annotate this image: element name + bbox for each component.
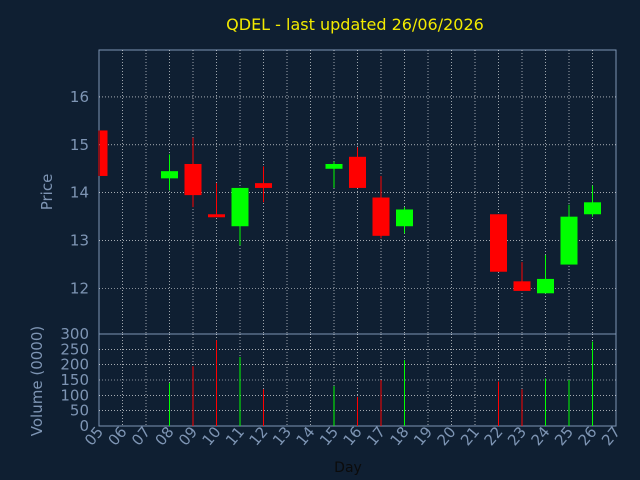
grid-layer xyxy=(99,50,616,426)
candle-body xyxy=(208,214,225,218)
volume-tick-label: 50 xyxy=(70,402,89,420)
candle-body xyxy=(231,187,249,227)
candle-body xyxy=(372,197,390,236)
volume-tick-label: 250 xyxy=(60,340,89,358)
candle-body xyxy=(325,163,343,169)
tick-labels: 0506070809101112131415161718192021222324… xyxy=(60,88,624,449)
x-tick-label: 11 xyxy=(222,423,248,449)
x-tick-label: 07 xyxy=(128,423,154,449)
candle-body xyxy=(184,163,202,196)
x-tick-label: 14 xyxy=(293,423,319,449)
candle-body xyxy=(584,202,601,215)
candle-body xyxy=(396,209,413,227)
x-tick-label: 09 xyxy=(175,423,201,449)
price-tick-label: 16 xyxy=(70,88,89,106)
price-tick-label: 15 xyxy=(70,136,89,154)
x-tick-label: 25 xyxy=(551,423,577,449)
price-tick-label: 12 xyxy=(70,280,89,298)
candle-body xyxy=(490,214,507,272)
x-tick-label: 13 xyxy=(269,423,295,449)
x-tick-label: 26 xyxy=(575,423,601,449)
volume-tick-label: 150 xyxy=(60,371,89,389)
candle-body xyxy=(100,130,108,176)
candle-body xyxy=(513,281,531,291)
candle-body xyxy=(255,183,272,188)
x-tick-label: 18 xyxy=(387,423,413,449)
candles xyxy=(98,130,601,294)
volume-bars xyxy=(169,340,593,426)
volume-tick-label: 0 xyxy=(79,417,89,435)
x-tick-label: 15 xyxy=(316,423,342,449)
price-tick-label: 14 xyxy=(70,184,89,202)
volume-tick-label: 300 xyxy=(60,325,89,343)
x-axis-label: Day xyxy=(334,460,362,476)
volume-tick-label: 200 xyxy=(60,356,89,374)
x-tick-label: 17 xyxy=(363,423,389,449)
x-tick-label: 27 xyxy=(598,423,624,449)
x-tick-label: 06 xyxy=(105,423,131,449)
chart-title: QDEL - last updated 26/06/2026 xyxy=(226,15,484,34)
candle-body xyxy=(560,216,578,265)
x-tick-label: 23 xyxy=(504,423,530,449)
x-tick-label: 19 xyxy=(410,423,436,449)
x-tick-label: 24 xyxy=(528,423,554,449)
candle-body xyxy=(161,171,178,179)
x-tick-label: 08 xyxy=(152,423,178,449)
x-tick-label: 21 xyxy=(457,423,483,449)
x-tick-label: 10 xyxy=(199,423,225,449)
candle-body xyxy=(349,156,366,188)
candle-body xyxy=(537,278,554,294)
x-tick-label: 16 xyxy=(340,423,366,449)
price-tick-label: 13 xyxy=(70,232,89,250)
x-tick-label: 12 xyxy=(246,423,272,449)
x-tick-label: 22 xyxy=(481,423,507,449)
price-axis-label: Price xyxy=(38,174,56,211)
x-tick-label: 20 xyxy=(434,423,460,449)
volume-tick-label: 100 xyxy=(60,386,89,404)
volume-axis-label: Volume (0000) xyxy=(28,326,46,436)
